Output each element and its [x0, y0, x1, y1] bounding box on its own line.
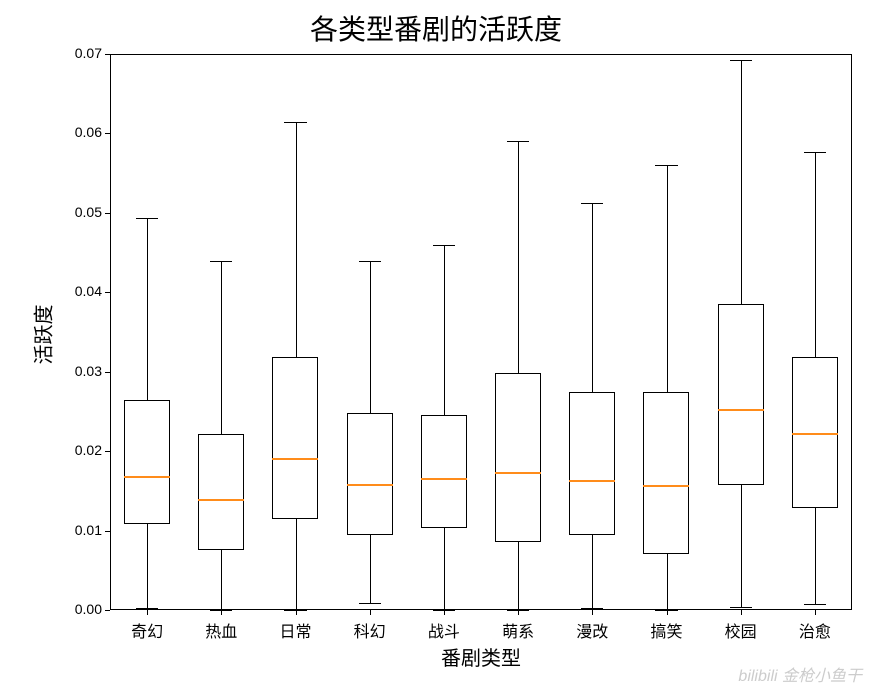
x-tick — [147, 610, 148, 615]
whisker-cap-upper — [730, 60, 752, 61]
median-line — [718, 409, 764, 411]
y-tick-label: 0.06 — [52, 124, 102, 140]
y-tick — [105, 610, 110, 611]
x-tick-label: 日常 — [258, 618, 332, 642]
x-tick-label: 漫改 — [555, 618, 629, 642]
x-tick-label: 治愈 — [778, 618, 852, 642]
watermark: bilibili 金枪小鱼干 — [738, 662, 862, 686]
median-line — [198, 499, 244, 501]
whisker-upper — [592, 203, 593, 392]
whisker-cap-upper — [581, 203, 603, 204]
whisker-upper — [815, 152, 816, 357]
box — [495, 373, 541, 542]
whisker-lower — [296, 519, 297, 610]
box — [643, 392, 689, 554]
whisker-upper — [444, 245, 445, 415]
whisker-lower — [667, 554, 668, 610]
y-tick-label: 0.00 — [52, 601, 102, 617]
whisker-upper — [221, 261, 222, 434]
median-line — [347, 484, 393, 486]
y-tick — [105, 213, 110, 214]
box — [421, 415, 467, 529]
whisker-upper — [370, 261, 371, 414]
whisker-cap-upper — [284, 122, 306, 123]
whisker-lower — [147, 524, 148, 608]
whisker-cap-upper — [210, 261, 232, 262]
y-tick — [105, 54, 110, 55]
box — [718, 304, 764, 485]
y-tick-label: 0.07 — [52, 45, 102, 61]
whisker-cap-upper — [804, 152, 826, 153]
whisker-upper — [518, 141, 519, 373]
whisker-cap-lower — [433, 610, 455, 611]
y-tick-label: 0.01 — [52, 522, 102, 538]
median-line — [792, 433, 838, 435]
whisker-cap-lower — [655, 610, 677, 611]
x-tick-label: 战斗 — [407, 618, 481, 642]
whisker-cap-lower — [136, 608, 158, 609]
whisker-cap-lower — [359, 603, 381, 604]
median-line — [421, 478, 467, 480]
box — [347, 413, 393, 535]
whisker-cap-upper — [136, 218, 158, 219]
whisker-upper — [741, 60, 742, 305]
median-line — [272, 458, 318, 460]
box — [569, 392, 615, 534]
y-tick-label: 0.05 — [52, 204, 102, 220]
whisker-cap-lower — [284, 610, 306, 611]
y-tick-label: 0.04 — [52, 283, 102, 299]
whisker-lower — [370, 535, 371, 603]
chart-container: 各类型番剧的活跃度 活跃度 番剧类型 bilibili 金枪小鱼干 0.000.… — [0, 0, 872, 690]
x-tick-label: 校园 — [704, 618, 778, 642]
y-tick — [105, 451, 110, 452]
whisker-upper — [296, 122, 297, 357]
x-tick-label: 热血 — [184, 618, 258, 642]
whisker-upper — [147, 218, 148, 399]
median-line — [569, 480, 615, 482]
whisker-lower — [221, 550, 222, 610]
whisker-lower — [815, 508, 816, 603]
y-axis-label: 活跃度 — [28, 305, 57, 365]
whisker-lower — [518, 542, 519, 610]
y-tick-label: 0.02 — [52, 442, 102, 458]
y-tick-label: 0.03 — [52, 363, 102, 379]
chart-title: 各类型番剧的活跃度 — [0, 8, 872, 48]
x-tick-label: 萌系 — [481, 618, 555, 642]
x-tick-label: 科幻 — [333, 618, 407, 642]
box — [272, 357, 318, 518]
y-tick — [105, 133, 110, 134]
whisker-lower — [741, 485, 742, 607]
x-tick — [741, 610, 742, 615]
x-tick-label: 搞笑 — [629, 618, 703, 642]
whisker-cap-lower — [730, 607, 752, 608]
median-line — [495, 472, 541, 474]
y-tick — [105, 372, 110, 373]
whisker-cap-lower — [210, 610, 232, 611]
median-line — [124, 476, 170, 478]
x-tick — [815, 610, 816, 615]
box — [198, 434, 244, 550]
x-tick — [592, 610, 593, 615]
whisker-cap-upper — [655, 165, 677, 166]
median-line — [643, 485, 689, 487]
box — [124, 400, 170, 525]
whisker-cap-lower — [804, 604, 826, 605]
whisker-lower — [444, 528, 445, 610]
whisker-cap-upper — [433, 245, 455, 246]
whisker-upper — [667, 165, 668, 391]
x-tick — [370, 610, 371, 615]
whisker-lower — [592, 535, 593, 608]
whisker-cap-upper — [359, 261, 381, 262]
whisker-cap-lower — [507, 610, 529, 611]
y-tick — [105, 292, 110, 293]
whisker-cap-upper — [507, 141, 529, 142]
y-tick — [105, 531, 110, 532]
x-tick-label: 奇幻 — [110, 618, 184, 642]
whisker-cap-lower — [581, 608, 603, 609]
